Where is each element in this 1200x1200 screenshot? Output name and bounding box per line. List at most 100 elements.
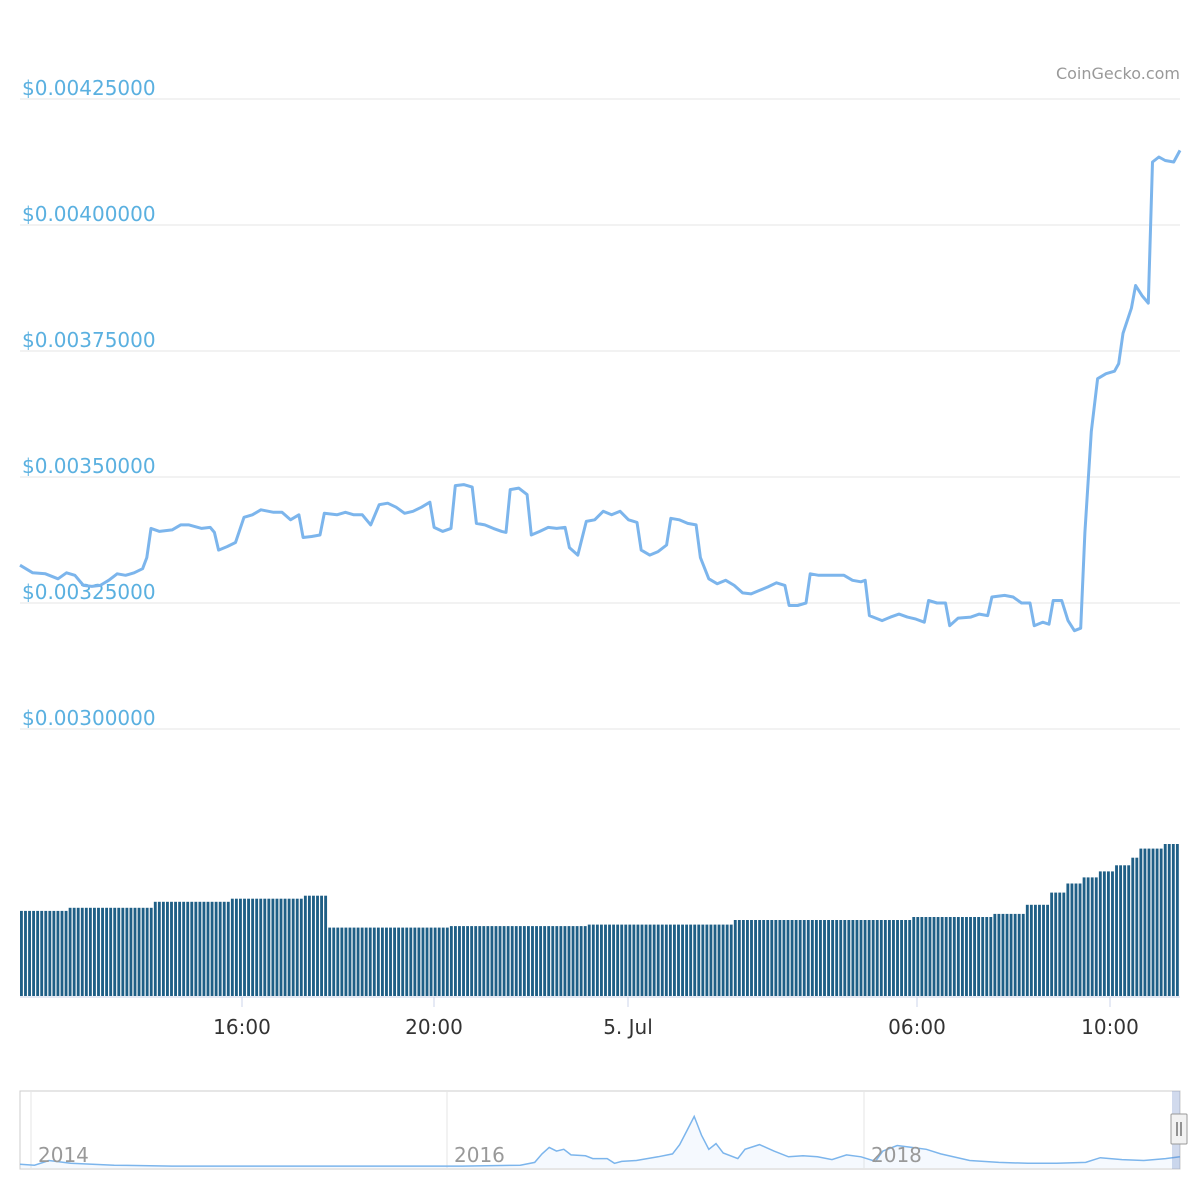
- volume-bar: [555, 926, 559, 996]
- volume-bar: [871, 920, 875, 996]
- volume-bar: [441, 927, 445, 996]
- volume-bar: [1005, 913, 1009, 996]
- volume-bar: [1139, 848, 1143, 996]
- volume-bar: [271, 898, 275, 996]
- volume-bar: [166, 901, 169, 996]
- y-tick-label: $0.00300000: [22, 706, 156, 730]
- volume-bar: [1151, 848, 1155, 996]
- volume-bar: [733, 920, 737, 996]
- volume-bar: [531, 926, 534, 996]
- volume-bar: [1155, 848, 1159, 996]
- volume-bar: [535, 926, 538, 996]
- navigator-line: [19, 1114, 1181, 1167]
- volume-bar: [376, 927, 380, 996]
- volume-bar: [526, 926, 530, 996]
- volume-bar: [364, 927, 368, 996]
- volume-bar: [689, 924, 693, 996]
- volume-bar: [478, 926, 482, 996]
- volume-bar: [847, 920, 851, 996]
- volume-bar: [595, 924, 599, 996]
- volume-bar: [1062, 892, 1066, 996]
- volume-bar: [867, 920, 871, 996]
- volume-bar: [1135, 857, 1139, 996]
- volume-bar: [782, 920, 786, 996]
- y-tick-label: $0.00400000: [22, 202, 156, 226]
- volume-bar: [896, 920, 899, 996]
- volume-bar: [198, 901, 202, 996]
- volume-bar: [397, 927, 401, 996]
- volume-bar: [283, 898, 287, 996]
- navigator-handle[interactable]: [1170, 1113, 1188, 1145]
- volume-bar: [1033, 904, 1037, 996]
- volume-bar: [157, 901, 161, 996]
- volume-bar: [940, 917, 944, 996]
- volume-bar: [109, 907, 113, 996]
- navigator-handle-box[interactable]: [1170, 1113, 1188, 1145]
- volume-bar: [729, 924, 733, 996]
- y-tick-label: $0.00425000: [22, 76, 156, 100]
- volume-bar: [259, 898, 263, 996]
- volume-bar: [965, 917, 968, 996]
- navigator-grid: [30, 1091, 865, 1169]
- volume-bar: [790, 920, 794, 996]
- volume-bar: [458, 926, 461, 996]
- volume-bar: [72, 907, 76, 996]
- volume-bar: [721, 924, 725, 996]
- volume-bar: [247, 898, 250, 996]
- price-line: [19, 149, 1182, 633]
- y-tick-label: $0.00350000: [22, 454, 156, 478]
- volume-bar: [1070, 883, 1074, 996]
- volume-bar: [859, 920, 863, 996]
- volume-bar: [385, 927, 388, 996]
- volume-bar: [267, 898, 271, 996]
- volume-bar: [1082, 877, 1086, 996]
- volume-bar: [328, 927, 332, 996]
- volume-bar: [133, 907, 137, 996]
- volume-bar: [417, 927, 421, 996]
- volume-bar: [316, 895, 319, 996]
- volume-bar: [234, 898, 238, 996]
- volume-bar: [1119, 865, 1123, 996]
- volume-bar: [445, 927, 449, 996]
- y-axis-ticks: $0.00425000 $0.00400000 $0.00375000 $0.0035…: [22, 76, 156, 730]
- volume-bar: [750, 920, 753, 996]
- volume-bar: [68, 907, 72, 996]
- volume-bar: [579, 926, 583, 996]
- y-tick-label: $0.00375000: [22, 328, 156, 352]
- volume-bar: [624, 924, 628, 996]
- volume-bar: [206, 901, 210, 996]
- volume-bar: [956, 917, 960, 996]
- volume-bar: [977, 917, 981, 996]
- volume-bar: [413, 927, 417, 996]
- volume-bar: [575, 926, 579, 996]
- volume-bar: [1163, 844, 1167, 996]
- volume-bar: [839, 920, 843, 996]
- volume-bar: [778, 920, 782, 996]
- volume-bar: [831, 920, 835, 996]
- volume-bar: [1115, 865, 1118, 996]
- navigator[interactable]: 2014 2016 2018: [19, 1090, 1188, 1170]
- x-tick-label: 10:00: [1081, 1015, 1139, 1039]
- volume-bar: [470, 926, 474, 996]
- volume-bar: [401, 927, 405, 996]
- volume-bar: [56, 910, 60, 996]
- volume-bar: [194, 901, 198, 996]
- volume-bar: [344, 927, 348, 996]
- credit-label[interactable]: CoinGecko.com: [1056, 64, 1180, 83]
- volume-bar: [677, 924, 680, 996]
- volume-bar: [101, 907, 104, 996]
- volume-bar: [161, 901, 165, 996]
- volume-bar: [425, 927, 429, 996]
- volume-bar: [52, 910, 56, 996]
- volume-bar: [263, 898, 267, 996]
- volume-bar: [681, 924, 684, 996]
- volume-bar: [981, 917, 985, 996]
- volume-bar: [875, 920, 879, 996]
- volume-bar: [612, 924, 616, 996]
- volume-bar: [40, 910, 44, 996]
- volume-bar: [916, 917, 920, 996]
- x-tick-label: 20:00: [405, 1015, 463, 1039]
- navigator-labels: 2014 2016 2018: [38, 1143, 922, 1167]
- volume-bar: [405, 927, 409, 996]
- volume-bar: [1013, 913, 1017, 996]
